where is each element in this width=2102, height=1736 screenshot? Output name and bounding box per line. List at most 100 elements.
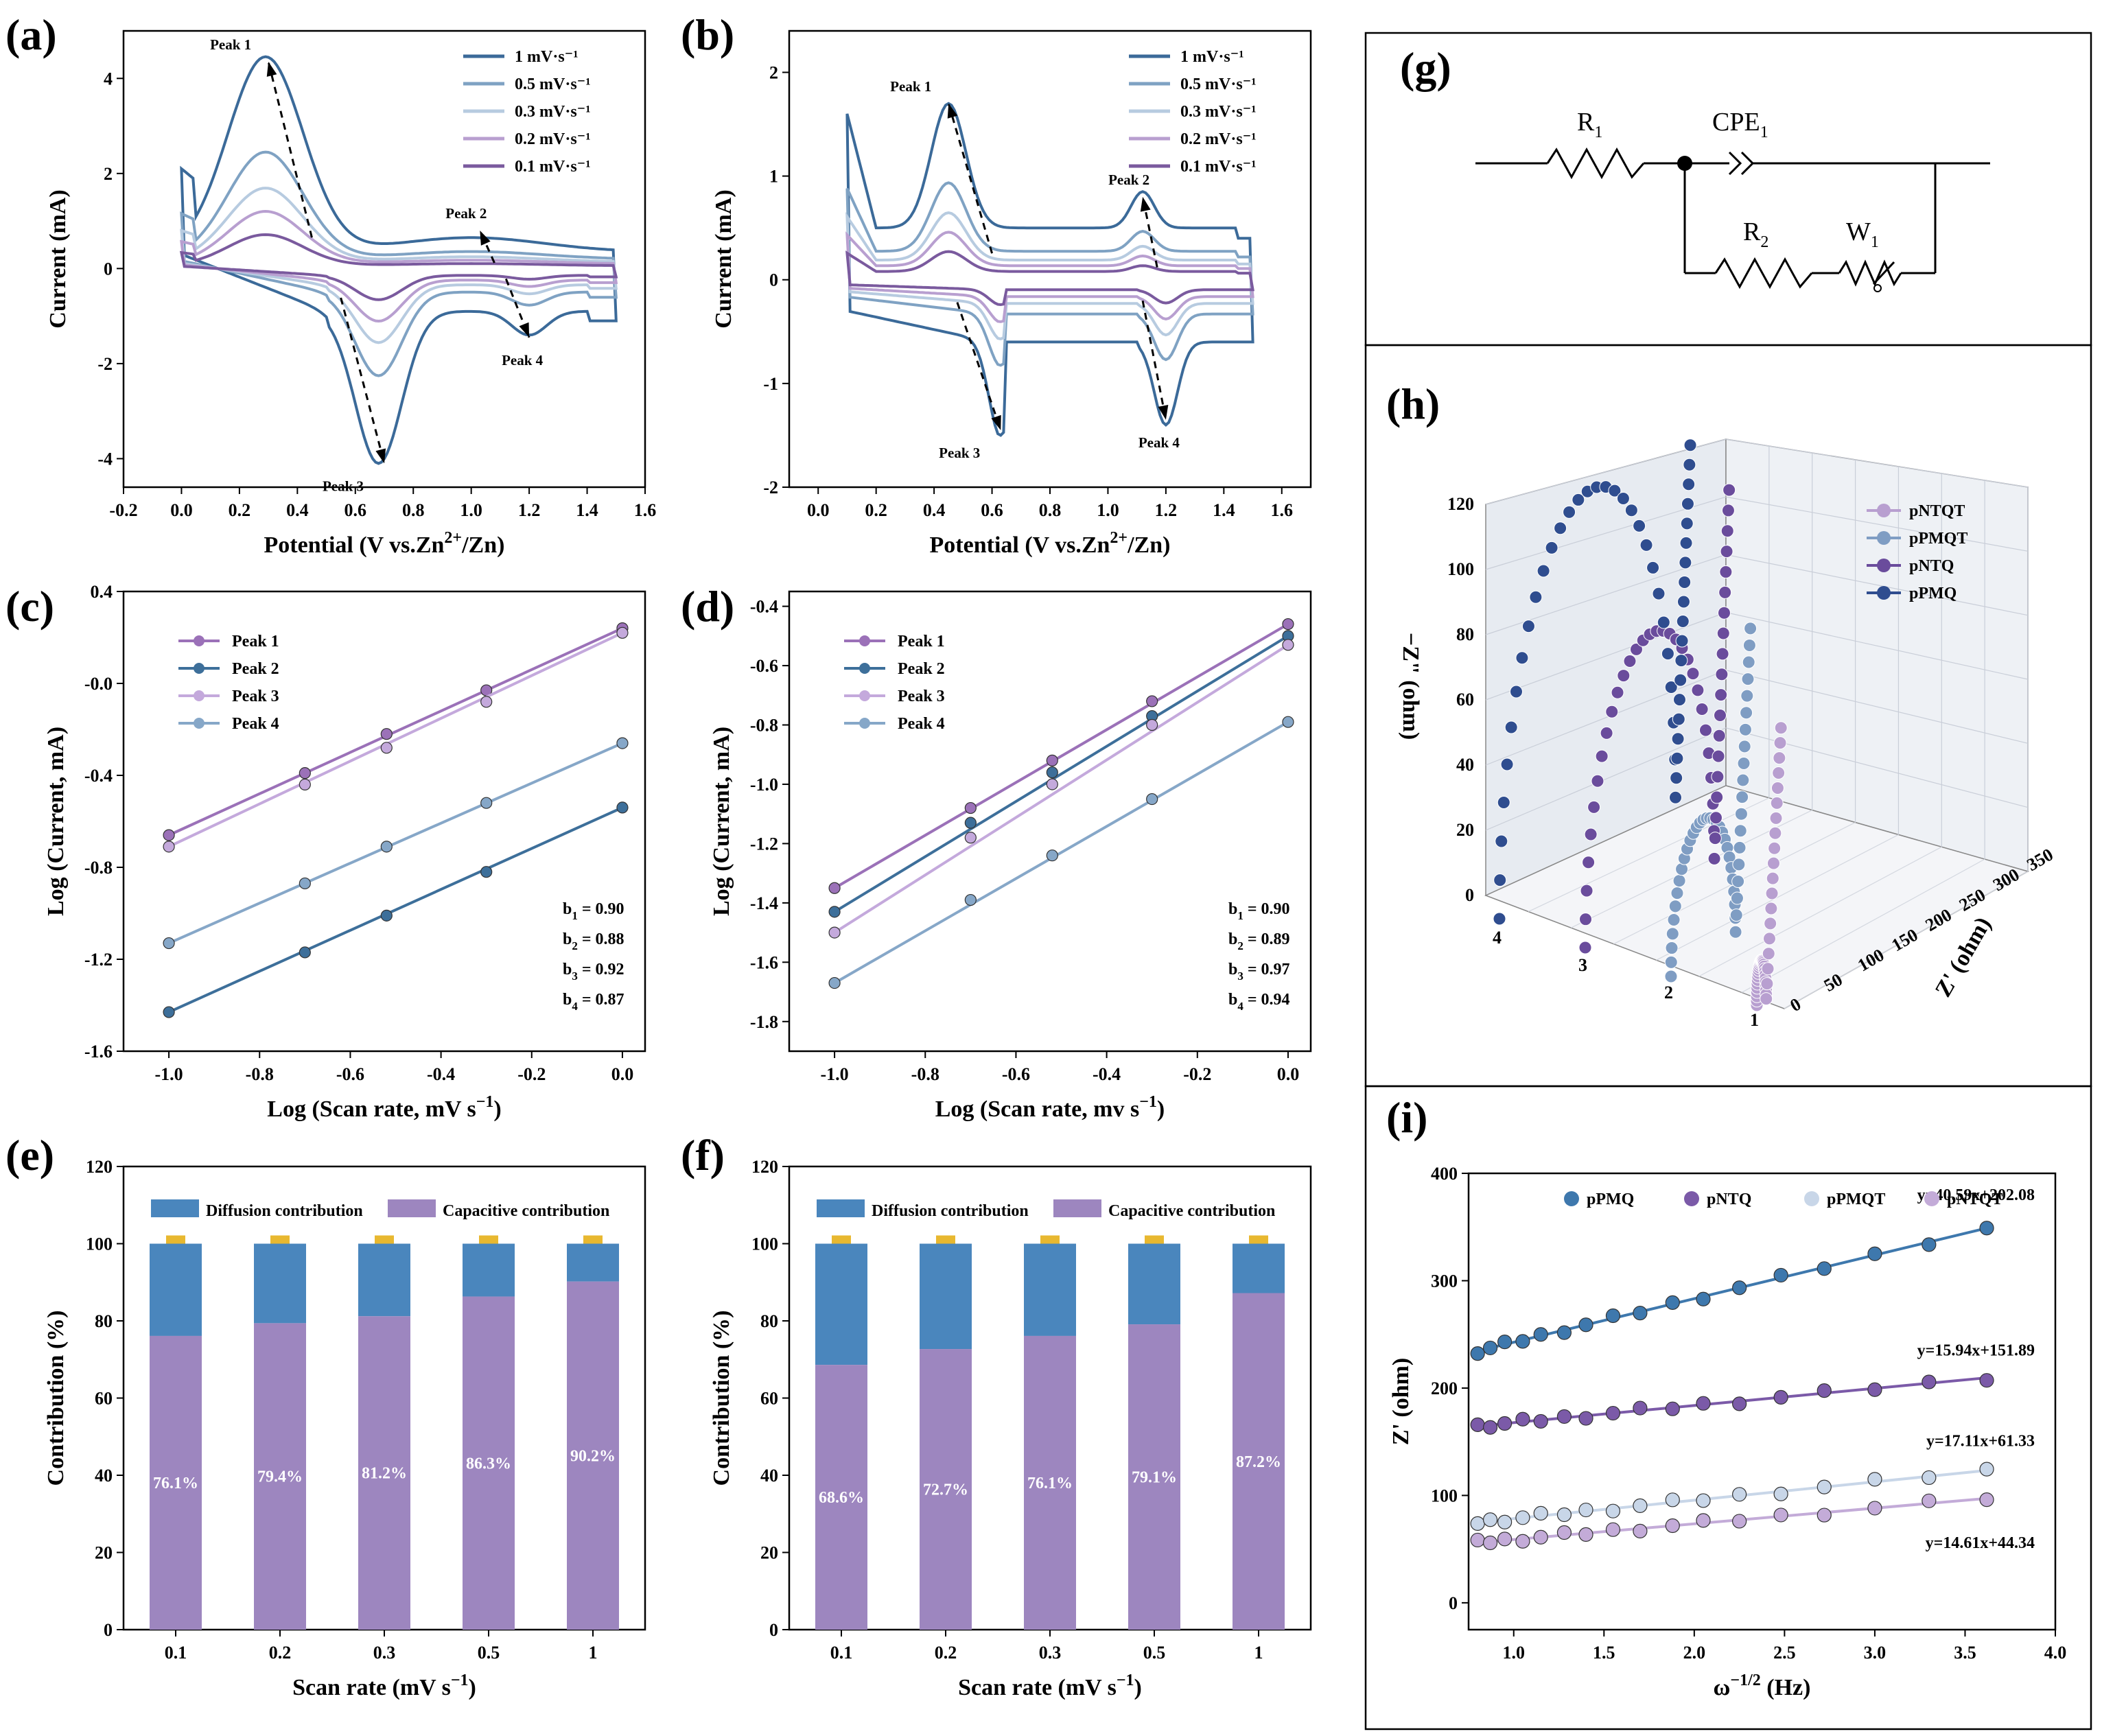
- data-point: [1732, 1396, 1747, 1411]
- bar-value-label: 81.2%: [362, 1465, 407, 1483]
- b-value-number: = 0.92: [578, 961, 624, 978]
- x-tick-label: -0.6: [1002, 1064, 1030, 1084]
- legend-label: Peak 2: [898, 660, 945, 678]
- data-point: [1515, 1334, 1530, 1349]
- charts-layer: -0.2 0.0 0.2 0.4 0.6 0.8 1.0 1.2 1.4 1.6 -4 -2 0 2 4 Po…: [43, 30, 2066, 1700]
- data-point: [1497, 1416, 1513, 1431]
- cpe-plate-left: [1728, 151, 1742, 176]
- nyquist-point: [1718, 585, 1732, 599]
- cv-curve-0: [845, 102, 1254, 437]
- data-point: [480, 696, 493, 708]
- grid-line: [1698, 846, 1942, 977]
- z-tick-label: 60: [1456, 690, 1474, 709]
- nyquist-point: [1652, 587, 1666, 600]
- grid-line: [1528, 797, 1770, 913]
- nyquist-point: [1578, 941, 1592, 954]
- bar-diffusion: [463, 1243, 515, 1297]
- nyquist-point: [1674, 673, 1688, 687]
- nyquist-point: [1717, 606, 1731, 620]
- data-point: [964, 817, 977, 829]
- nyquist-point: [1646, 561, 1660, 574]
- nyquist-point: [1500, 758, 1514, 771]
- nyquist-point: [1600, 726, 1613, 740]
- data-point: [828, 882, 841, 894]
- legend-label: 0.3 mV·s⁻¹: [515, 103, 591, 121]
- legend-marker: [194, 635, 205, 646]
- nyquist-point: [1710, 790, 1724, 804]
- y-tick-label: 120: [86, 1157, 113, 1177]
- nyquist-point: [1664, 970, 1678, 983]
- nyquist-point: [1623, 655, 1637, 668]
- data-point: [1773, 1267, 1788, 1283]
- y-axis-title: Log (Current, mA): [709, 727, 734, 916]
- data-point: [1696, 1513, 1711, 1528]
- y-tick-label: -1.2: [750, 834, 778, 854]
- b-value-symbol: b: [1228, 900, 1237, 918]
- nyquist-point: [1504, 720, 1518, 734]
- nyquist-point: [1605, 705, 1619, 718]
- peak-arrowhead: [519, 322, 530, 338]
- z-tick-label: 100: [1447, 559, 1474, 579]
- fit-line-1: [834, 635, 1289, 913]
- b-value-sub: 2: [572, 939, 578, 952]
- x-axis-title-tail: /Zn): [1127, 532, 1170, 558]
- b-value: b1 = 0.90: [563, 900, 624, 922]
- nyquist-point: [1768, 826, 1782, 840]
- cv-curve-4: [179, 233, 618, 301]
- nyquist-point: [1608, 484, 1622, 497]
- legend-marker: [1877, 559, 1891, 572]
- nyquist-point: [1664, 680, 1678, 694]
- data-point: [1556, 1507, 1572, 1523]
- data-point: [1482, 1420, 1498, 1435]
- nyquist-point: [1733, 841, 1747, 854]
- y-axis-title: Log (Current, mA): [43, 727, 69, 916]
- data-point: [299, 877, 311, 890]
- bar-value-label: 72.7%: [923, 1481, 968, 1499]
- peak-arrowhead: [266, 62, 277, 77]
- x-axis-title-main: Log (Scan rate, mv s: [935, 1096, 1139, 1122]
- panel-label-g: (g): [1400, 43, 1451, 92]
- bar-cap: [832, 1235, 851, 1244]
- chart-d: -1.0 -0.8 -0.6 -0.4 -0.2 0.0 -1.8 -1.6 -1.4 -1.2 -…: [709, 590, 1312, 1122]
- x-tick-label: 2.0: [1683, 1643, 1706, 1663]
- data-point: [1046, 766, 1058, 779]
- legend-marker: [1924, 1191, 1939, 1206]
- bar-cap: [1145, 1235, 1164, 1244]
- data-point: [1046, 849, 1058, 862]
- x-axis-title-main: Log (Scan rate, mV s: [267, 1096, 476, 1122]
- bar-capacitive: [567, 1281, 619, 1630]
- legend-label: 1 mV·s⁻¹: [1180, 48, 1244, 66]
- nyquist-point: [1493, 912, 1506, 926]
- data-point: [828, 906, 841, 918]
- nyquist-point: [1714, 688, 1728, 702]
- data-point: [1282, 716, 1294, 728]
- cv-curve-4: [845, 250, 1254, 307]
- x-tick-label: 1.2: [1155, 500, 1178, 520]
- nyquist-point: [1668, 900, 1682, 913]
- legend-label: 0.5 mV·s⁻¹: [1180, 75, 1257, 93]
- bar-value-label: 79.4%: [257, 1468, 303, 1486]
- nyquist-point: [1529, 590, 1543, 604]
- data-point: [1633, 1305, 1648, 1321]
- b-value: b4 = 0.87: [563, 991, 624, 1013]
- data-point: [1665, 1295, 1680, 1311]
- legend-label: 0.5 mV·s⁻¹: [515, 75, 591, 93]
- y-tick-label: 20: [760, 1543, 778, 1563]
- y-tick-label: -0.8: [84, 858, 113, 878]
- circuit-node: [1677, 156, 1692, 171]
- fit-line-0: [168, 626, 623, 836]
- data-point: [1533, 1327, 1548, 1342]
- y-tick-label: 80: [95, 1311, 113, 1331]
- data-point: [299, 767, 311, 779]
- y-tick-label: -1: [763, 374, 778, 394]
- fit-line-3: [168, 742, 623, 945]
- x-tick-label: -0.8: [911, 1064, 939, 1084]
- x-axis-title-sup: −1/2: [1730, 1672, 1760, 1689]
- data-point: [1696, 1291, 1711, 1306]
- y-tick-label: -0.8: [750, 716, 778, 736]
- b-value: b2 = 0.89: [1228, 930, 1290, 952]
- data-point: [1867, 1501, 1882, 1516]
- data-point: [1732, 1280, 1747, 1295]
- grid-line: [1725, 438, 2029, 488]
- grid-line: [1485, 670, 1727, 766]
